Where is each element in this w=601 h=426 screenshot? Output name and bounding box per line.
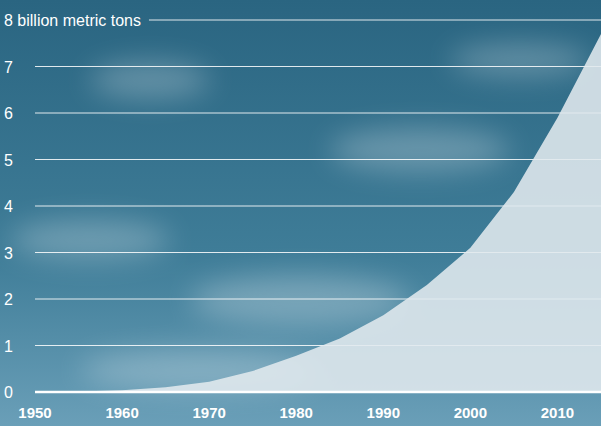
cloud <box>450 44 590 76</box>
y-tick-label: 6 <box>4 105 13 122</box>
y-tick-label: 0 <box>4 384 13 401</box>
x-tick-label: 2000 <box>454 404 487 421</box>
x-tick-label: 1970 <box>192 404 225 421</box>
y-tick-label: 8 billion metric tons <box>4 12 141 29</box>
cloud <box>330 128 510 172</box>
cloud <box>190 275 410 325</box>
x-tick-label: 1960 <box>105 404 138 421</box>
y-tick-label: 2 <box>4 291 13 308</box>
chart: 0 1 2 3 4 5 6 7 8 billion metric tons 1950 1960 197… <box>0 0 601 426</box>
grid-line <box>149 20 601 21</box>
y-tick-label: 5 <box>4 152 13 169</box>
x-tick-label: 1980 <box>280 404 313 421</box>
y-tick-label: 7 <box>4 59 13 76</box>
grid-line <box>35 159 601 160</box>
grid-line <box>35 66 601 67</box>
x-tick-label: 1990 <box>367 404 400 421</box>
x-tick-label: 1950 <box>18 404 51 421</box>
plot-area <box>35 34 601 392</box>
y-tick-label: 3 <box>4 245 13 262</box>
x-axis-line <box>35 391 601 394</box>
cloud <box>10 220 170 260</box>
area <box>35 34 601 392</box>
y-tick-labels: 0 1 2 3 4 5 6 7 8 billion metric tons <box>4 12 141 401</box>
cloud <box>90 62 210 98</box>
grid-line <box>35 113 601 114</box>
background <box>0 0 601 426</box>
y-tick-label: 4 <box>4 198 13 215</box>
x-tick-label: 2010 <box>541 404 574 421</box>
y-tick-label: 1 <box>4 338 13 355</box>
x-tick-labels: 1950 1960 1970 1980 1990 2000 2010 <box>18 404 574 421</box>
